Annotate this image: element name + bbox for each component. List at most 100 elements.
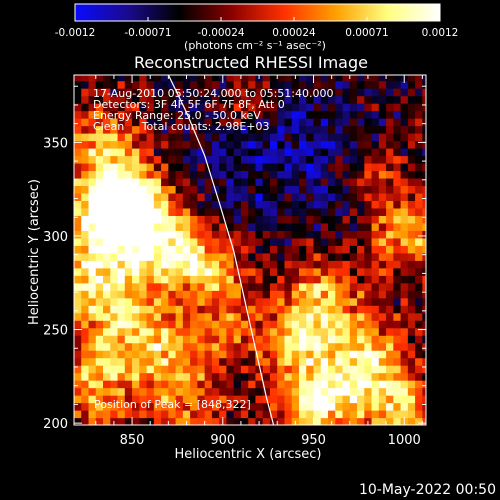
- colorbar-tick-label: 0.00024: [272, 27, 316, 39]
- heatmap-cell: [422, 372, 426, 381]
- heatmap-cell: [211, 320, 220, 329]
- heatmap-cell: [74, 215, 82, 224]
- heatmap-cell: [81, 207, 90, 216]
- heatmap-cell: [342, 410, 351, 419]
- heatmap-cell: [219, 207, 228, 216]
- heatmap-cell: [306, 207, 315, 216]
- heatmap-cell: [349, 245, 358, 254]
- heatmap-cell: [103, 417, 111, 425]
- heatmap-cell: [393, 252, 402, 261]
- heatmap-cell: [255, 372, 264, 381]
- heatmap-cell: [182, 192, 191, 201]
- heatmap-cell: [226, 192, 235, 201]
- heatmap-cell: [400, 200, 409, 209]
- heatmap-cell: [357, 80, 365, 89]
- heatmap-cell: [132, 207, 140, 216]
- heatmap-cell: [103, 192, 111, 201]
- heatmap-cell: [335, 312, 344, 321]
- heatmap-cell: [74, 410, 82, 419]
- heatmap-cell: [124, 177, 133, 187]
- heatmap-cell: [313, 80, 322, 89]
- heatmap-cell: [320, 305, 329, 314]
- heatmap-cell: [335, 110, 344, 119]
- heatmap-cell: [88, 252, 97, 261]
- heatmap-cell: [211, 215, 220, 224]
- heatmap-cell: [284, 267, 293, 276]
- heatmap-cell: [320, 80, 329, 89]
- heatmap-cell: [211, 230, 220, 239]
- heatmap-cell: [400, 395, 409, 404]
- heatmap-cell: [349, 365, 358, 374]
- heatmap-cell: [211, 342, 220, 351]
- heatmap-cell: [357, 140, 365, 149]
- heatmap-cell: [357, 118, 365, 127]
- heatmap-cell: [313, 342, 322, 351]
- heatmap-cell: [298, 267, 307, 276]
- heatmap-cell: [139, 207, 148, 216]
- heatmap-cell: [139, 125, 148, 134]
- heatmap-cell: [313, 290, 322, 299]
- heatmap-cell: [386, 222, 394, 231]
- heatmap-cell: [88, 365, 97, 374]
- heatmap-cell: [255, 215, 264, 224]
- heatmap-cell: [233, 335, 242, 344]
- heatmap-cell: [103, 305, 111, 314]
- heatmap-cell: [291, 80, 300, 89]
- heatmap-cell: [291, 185, 300, 194]
- heatmap-cell: [364, 290, 373, 299]
- heatmap-cell: [233, 75, 242, 82]
- heatmap-cell: [132, 230, 140, 239]
- heatmap-cell: [335, 320, 344, 329]
- heatmap-cell: [81, 245, 90, 254]
- heatmap-cell: [335, 252, 344, 261]
- heatmap-cell: [364, 207, 373, 216]
- heatmap-cell: [182, 170, 191, 179]
- heatmap-cell: [255, 290, 264, 299]
- heatmap-cell: [248, 252, 257, 261]
- heatmap-cell: [161, 88, 169, 97]
- heatmap-cell: [182, 387, 191, 396]
- heatmap-cell: [349, 222, 358, 231]
- heatmap-cell: [328, 402, 336, 411]
- heatmap-cell: [328, 387, 336, 396]
- heatmap-cell: [400, 327, 409, 336]
- heatmap-cell: [342, 275, 351, 284]
- heatmap-cell: [190, 380, 198, 389]
- heatmap-cell: [110, 335, 119, 344]
- heatmap-cell: [306, 312, 315, 321]
- heatmap-cell: [95, 417, 104, 425]
- heatmap-cell: [117, 320, 126, 329]
- heatmap-cell: [306, 88, 315, 97]
- heatmap-cell: [364, 230, 373, 239]
- heatmap-cell: [240, 402, 249, 411]
- heatmap-cell: [364, 297, 373, 306]
- heatmap-cell: [255, 282, 264, 291]
- heatmap-cell: [320, 320, 329, 329]
- heatmap-cell: [161, 230, 169, 239]
- heatmap-cell: [378, 297, 387, 306]
- heatmap-cell: [357, 297, 365, 306]
- heatmap-cell: [146, 365, 155, 374]
- heatmap-cell: [415, 402, 423, 411]
- heatmap-cell: [168, 230, 177, 239]
- heatmap-cell: [211, 365, 220, 374]
- heatmap-cell: [284, 125, 293, 134]
- heatmap-cell: [306, 162, 315, 172]
- heatmap-cell: [371, 252, 380, 261]
- heatmap-cell: [190, 372, 198, 381]
- heatmap-cell: [422, 230, 426, 239]
- heatmap-cell: [103, 335, 111, 344]
- heatmap-cell: [342, 372, 351, 381]
- heatmap-cell: [255, 125, 264, 134]
- heatmap-cell: [291, 192, 300, 201]
- heatmap-cell: [146, 185, 155, 194]
- heatmap-cell: [298, 230, 307, 239]
- heatmap-cell: [175, 170, 184, 179]
- heatmap-cell: [88, 282, 97, 291]
- heatmap-cell: [400, 140, 409, 149]
- heatmap-cell: [378, 365, 387, 374]
- heatmap-cell: [284, 252, 293, 261]
- heatmap-cell: [190, 320, 198, 329]
- heatmap-cell: [277, 395, 286, 404]
- heatmap-cell: [386, 170, 394, 179]
